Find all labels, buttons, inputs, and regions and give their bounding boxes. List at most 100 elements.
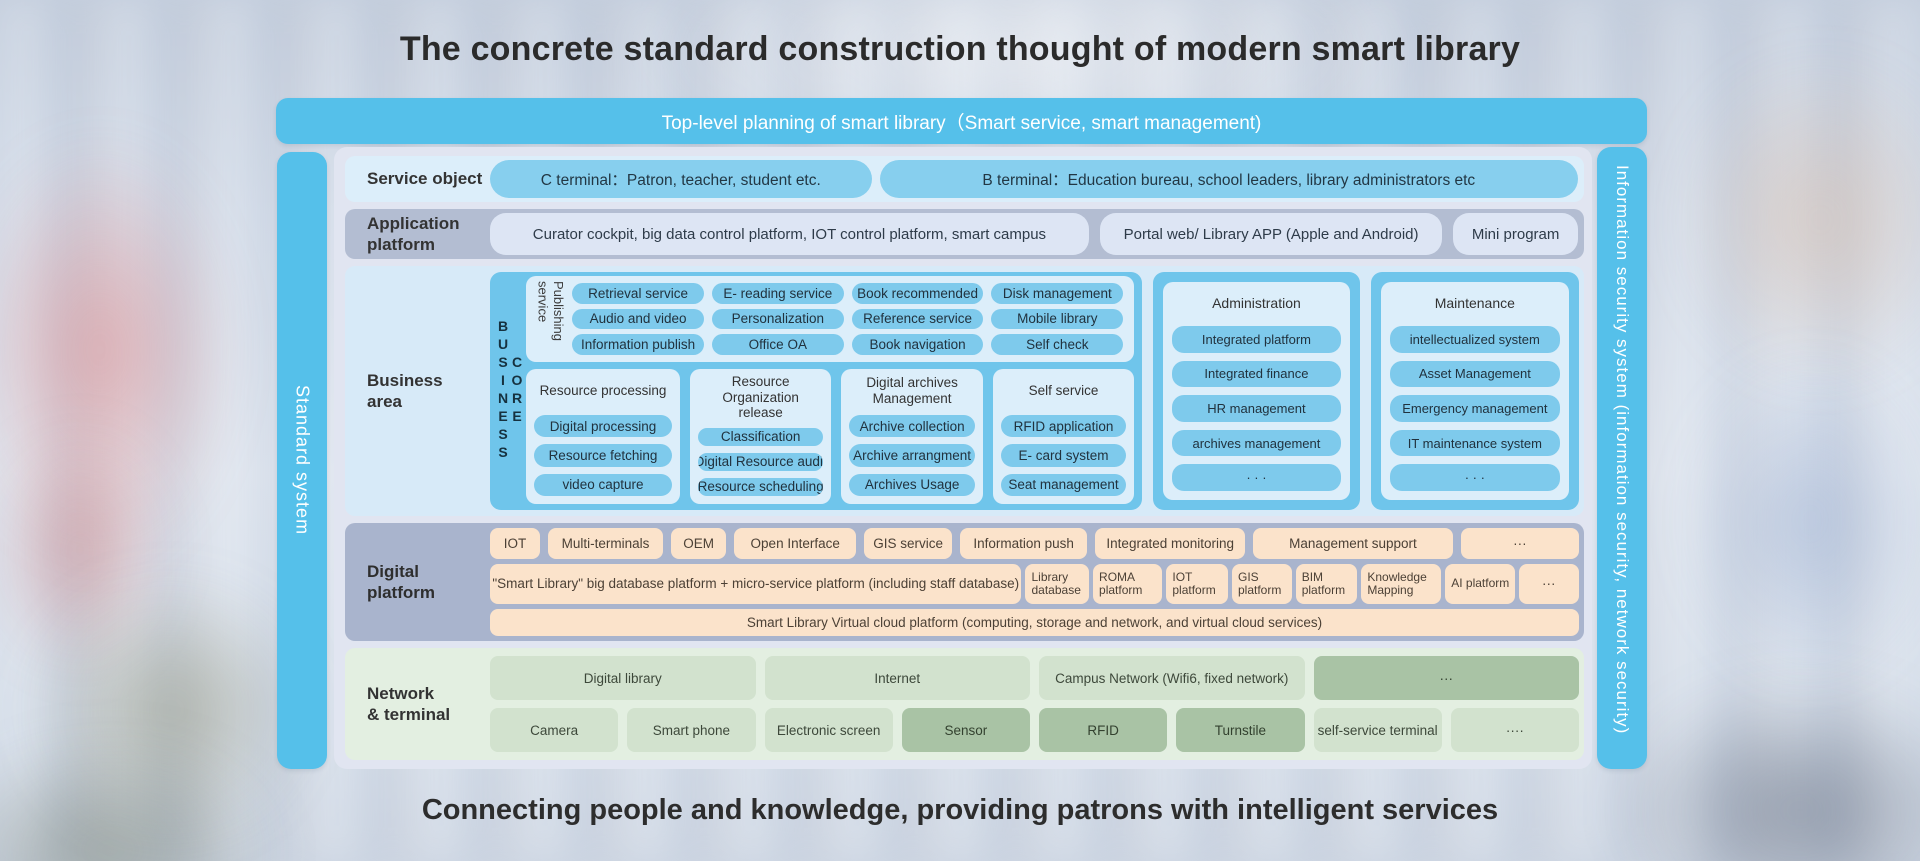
chip-information-publish: Information publish [572, 334, 704, 355]
group-resource-processing: Resource processing Digital processing R… [526, 369, 680, 504]
group-self-service: Self service RFID application E- card sy… [992, 369, 1135, 504]
chip-seat-management: Seat management [1000, 473, 1127, 496]
chip-camera: Camera [490, 708, 619, 752]
chip-bim-platform: BIM platform [1295, 564, 1358, 604]
row-label-application-platform: Application platform [367, 213, 460, 254]
maintenance-panel: Maintenance intellectualized system Asse… [1370, 272, 1579, 510]
information-security-bar: Information security system (information… [1597, 147, 1647, 769]
row-label-service-object: Service object [367, 169, 483, 189]
chip-hr-management: HR management [1172, 395, 1341, 422]
row-label-business-area: Business area [367, 370, 443, 411]
chip-multi-terminals: Multi-terminals [547, 528, 664, 560]
row-application-platform: Application platform Curator cockpit, bi… [345, 209, 1584, 259]
chip-information-push: Information push [959, 528, 1088, 560]
top-level-planning-banner: Top-level planning of smart library（Smar… [276, 98, 1647, 144]
chip-book-recommended: Book recommended [851, 283, 984, 304]
chip-digital-library: Digital library [490, 656, 756, 700]
row-network-terminal: Network & terminal Digital library Inter… [345, 648, 1584, 760]
chip-iot-platform: IOT platform [1166, 564, 1228, 604]
chip-sensor: Sensor [901, 708, 1030, 752]
chip-audio-and-video: Audio and video [572, 308, 704, 330]
box-virtual-cloud-platform: Smart Library Virtual cloud platform (co… [490, 608, 1579, 636]
chip-electronic-screen: Electronic screen [764, 708, 893, 752]
footer-tagline: Connecting people and knowledge, providi… [421, 794, 1499, 826]
chip-maintenance-more: · · · [1389, 464, 1560, 491]
chip-intellectualized-system: intellectualized system [1389, 326, 1560, 353]
chip-self-check: Self check [991, 334, 1124, 355]
chip-retrieval-service: Retrieval service [572, 283, 704, 304]
chip-resource-fetching: Resource fetching [534, 444, 672, 467]
maintenance-title: Maintenance [1434, 295, 1515, 311]
group-resource-organization-release: Resource Organization release Classifica… [689, 369, 832, 504]
chip-resource-scheduling: Resource scheduling [697, 477, 824, 497]
chip-personalization: Personalization [711, 308, 844, 330]
core-business-label: CORE BUSINESS [495, 318, 525, 462]
chip-campus-network: Campus Network (Wifi6, fixed network) [1039, 656, 1305, 700]
pill-b-terminal: B terminal：Education bureau, school lead… [879, 160, 1578, 198]
core-business-panel: CORE BUSINESS Publishing service Retriev… [490, 272, 1143, 510]
group-digital-archives-management: Digital archives Management Archive coll… [841, 369, 983, 504]
chip-rfid: RFID [1039, 708, 1168, 752]
standard-system-label: Standard system [292, 385, 313, 536]
row-label-digital-platform: Digital platform [367, 561, 435, 602]
row-business-area: Business area CORE BUSINESS Publishing s… [345, 266, 1584, 516]
publishing-service-label: Publishing service [535, 281, 567, 341]
row-label-network-terminal: Network & terminal [367, 683, 451, 724]
chip-gis-platform: GIS platform [1232, 564, 1292, 604]
chip-integrated-finance: Integrated finance [1172, 360, 1341, 388]
chip-video-capture: video capture [534, 473, 672, 496]
chip-ai-platform: AI platform [1445, 564, 1515, 604]
chip-gis-service: GIS service [864, 528, 952, 560]
chip-network-row1-more: ··· [1313, 656, 1579, 700]
chip-digital-processing: Digital processing [534, 415, 672, 438]
box-big-database-platform: "Smart Library" big database platform + … [490, 564, 1022, 604]
chip-archives-usage: Archives Usage [849, 473, 975, 496]
page-title: The concrete standard construction thoug… [399, 30, 1521, 68]
chip-open-interface: Open Interface [734, 528, 857, 560]
chip-knowledge-mapping: Knowledge Mapping [1361, 564, 1442, 604]
administration-title: Administration [1212, 295, 1301, 311]
chip-turnstile: Turnstile [1176, 708, 1305, 752]
box-portal-web: Portal web/ Library APP (Apple and Andro… [1099, 213, 1443, 255]
chip-digital-row1-more: ··· [1460, 528, 1579, 560]
chip-integrated-platform: Integrated platform [1172, 326, 1341, 353]
chip-disk-management: Disk management [991, 283, 1124, 304]
chip-oem: OEM [671, 528, 727, 560]
chip-emergency-management: Emergency management [1389, 395, 1560, 422]
row-service-object: Service object C terminal：Patron, teache… [345, 156, 1584, 202]
chip-iot: IOT [490, 528, 540, 560]
chip-mobile-library: Mobile library [991, 308, 1124, 330]
chip-rfid-application: RFID application [1000, 415, 1127, 438]
chip-archive-arrangment: Archive arrangment [849, 444, 975, 467]
chip-integrated-monitoring: Integrated monitoring [1095, 528, 1246, 560]
chip-library-database: Library database [1025, 564, 1090, 604]
chip-administration-more: · · · [1172, 464, 1341, 491]
information-security-label: Information security system (information… [1613, 165, 1632, 735]
box-mini-program: Mini program [1453, 213, 1578, 255]
publishing-service-box: Publishing service Retrieval service E- … [526, 276, 1135, 362]
chip-asset-management: Asset Management [1389, 360, 1560, 388]
chip-network-row2-more: ···· [1450, 708, 1579, 752]
row-digital-platform: Digital platform IOT Multi-terminals OEM… [345, 523, 1584, 641]
chip-roma-platform: ROMA platform [1093, 564, 1163, 604]
chip-digital-row2-more: ··· [1518, 564, 1579, 604]
chip-smart-phone: Smart phone [627, 708, 756, 752]
diagram-frame: Service object C terminal：Patron, teache… [334, 147, 1592, 769]
chip-it-maintenance-system: IT maintenance system [1389, 429, 1560, 457]
chip-digital-resource-audit: Digital Resource audit [697, 452, 824, 471]
standard-system-bar: Standard system [277, 152, 327, 769]
chip-e-card-system: E- card system [1000, 444, 1127, 467]
chip-e-reading-service: E- reading service [711, 283, 844, 304]
chip-internet: Internet [764, 656, 1030, 700]
chip-archive-collection: Archive collection [849, 415, 975, 438]
chip-book-navigation: Book navigation [851, 334, 984, 355]
chip-reference-service: Reference service [851, 308, 984, 330]
box-curator-cockpit: Curator cockpit, big data control platfo… [490, 213, 1089, 255]
administration-panel: Administration Integrated platform Integ… [1153, 272, 1360, 510]
chip-classification: Classification [697, 427, 824, 446]
chip-management-support: Management support [1253, 528, 1453, 560]
pill-c-terminal: C terminal：Patron, teacher, student etc. [490, 160, 872, 198]
chip-self-service-terminal: self-service terminal [1313, 708, 1442, 752]
chip-archives-management: archives management [1172, 429, 1341, 457]
